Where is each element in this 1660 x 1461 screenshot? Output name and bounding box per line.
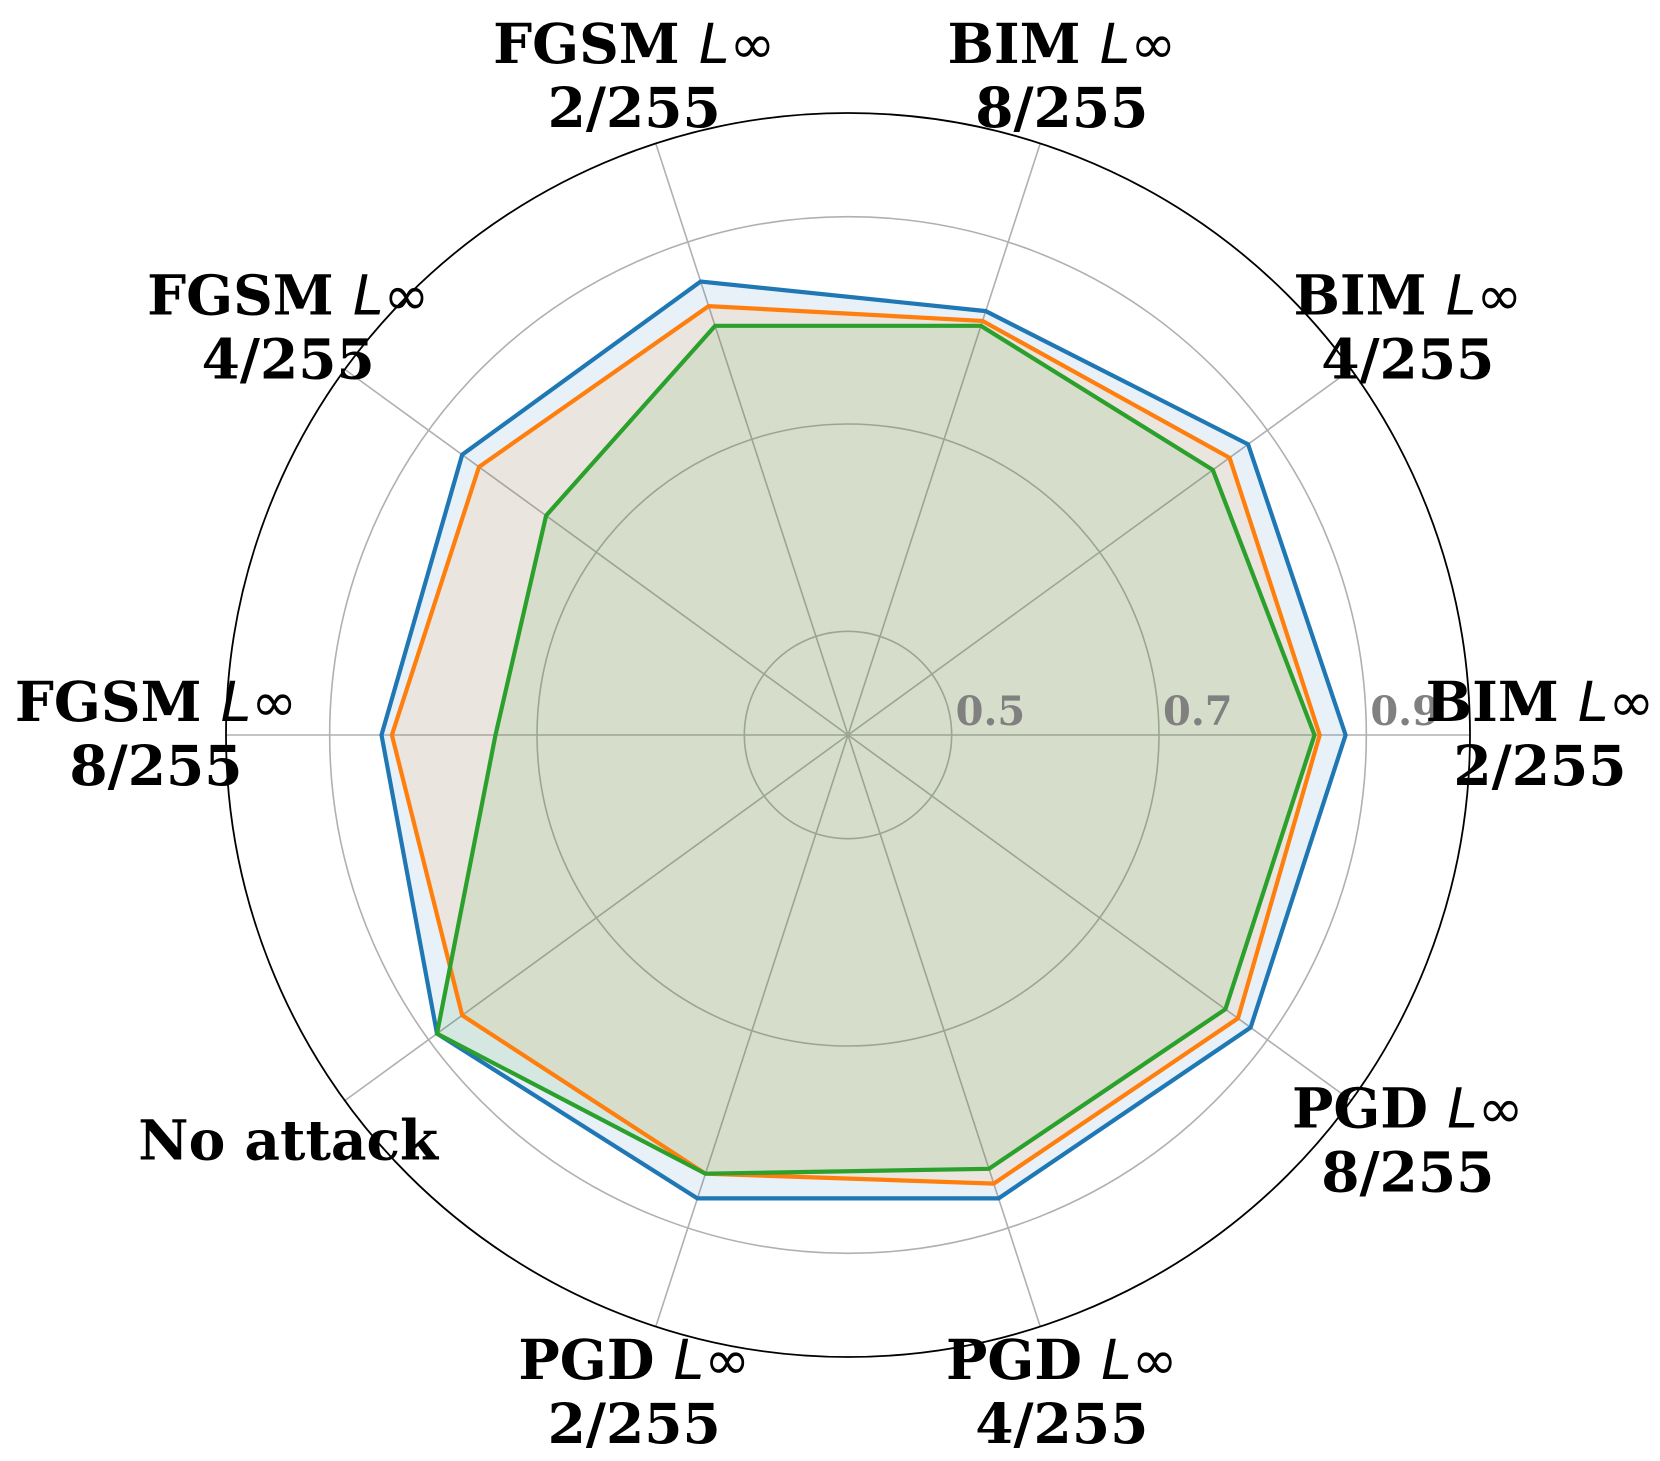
series-3-line xyxy=(434,323,1317,1176)
r-tick-label: 0.5 xyxy=(956,688,1026,735)
category-label: BIM L∞ 2/255 xyxy=(1426,669,1655,798)
r-tick-label: 0.9 xyxy=(1370,688,1440,735)
category-label: FGSM L∞ 8/255 xyxy=(15,669,297,798)
outer-frame xyxy=(225,112,1471,1358)
category-label: PGD L∞ 8/255 xyxy=(1292,1076,1524,1205)
category-label: BIM L∞ 4/255 xyxy=(1293,262,1522,391)
radial-ticks: 0.5 0.7 0.9 xyxy=(956,688,1440,735)
ring-gridline xyxy=(536,423,1160,1047)
series-2-area xyxy=(391,306,1320,1184)
category-label: No attack xyxy=(138,1108,440,1173)
category-label: FGSM L∞ 4/255 xyxy=(147,262,429,391)
ring-gridline xyxy=(328,215,1368,1255)
category-labels: BIM L∞ 2/255 BIM L∞ 4/255 BIM L∞ 8/255 FGSM L∞… xyxy=(15,11,1654,1456)
series-layer xyxy=(379,279,1348,1201)
category-label: PGD L∞ 4/255 xyxy=(946,1327,1178,1456)
r-tick-label: 0.7 xyxy=(1163,688,1233,735)
series-2-line xyxy=(389,303,1322,1186)
ring-gridline xyxy=(743,630,953,840)
series-3-area xyxy=(437,325,1315,1174)
series-1-area xyxy=(381,281,1346,1199)
category-label: BIM L∞ 8/255 xyxy=(947,11,1176,140)
grid xyxy=(225,112,1471,1358)
category-label: PGD L∞ 2/255 xyxy=(518,1327,750,1456)
category-label: FGSM L∞ 2/255 xyxy=(493,11,775,140)
series-1-line xyxy=(379,279,1348,1201)
